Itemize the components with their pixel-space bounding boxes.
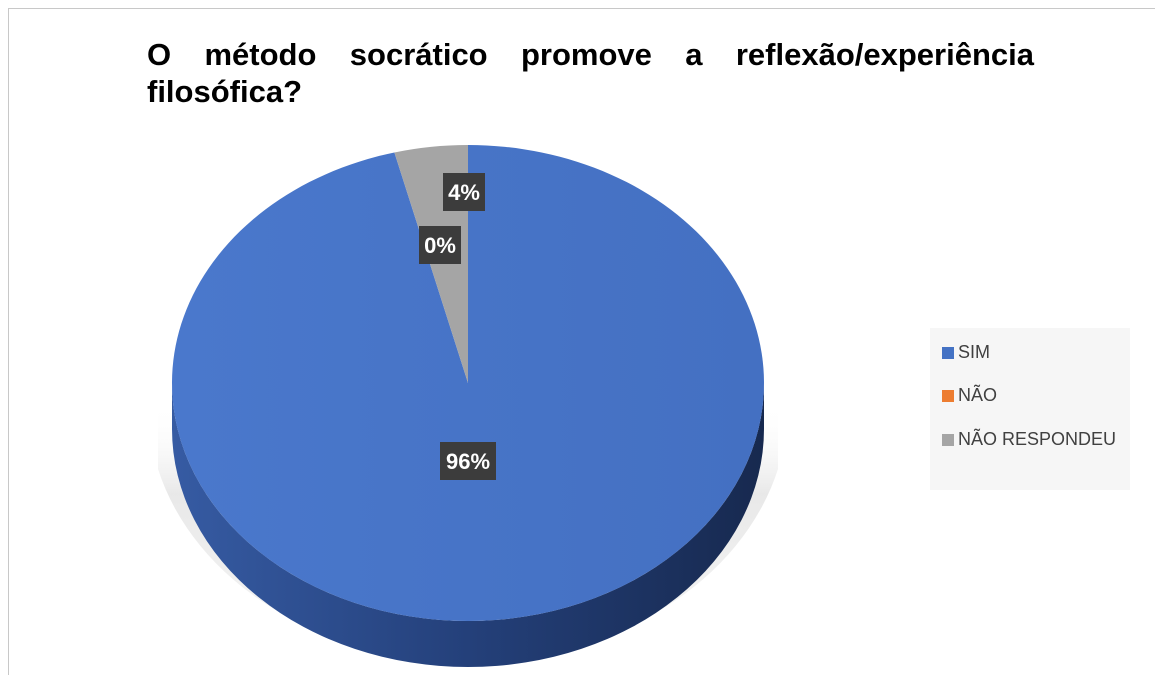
data-label-nao-respondeu-box — [443, 173, 485, 211]
data-label-nao-respondeu-text: 4% — [448, 180, 480, 205]
data-label-nao-text: 0% — [424, 233, 456, 258]
data-label-sim: 96% — [440, 442, 496, 480]
legend-swatch-nao — [942, 389, 954, 402]
data-label-sim-text: 96% — [446, 449, 490, 474]
chart-frame — [8, 8, 1155, 675]
pie-slice-side-sim — [172, 383, 764, 667]
legend-label-nao-respondeu: NÃO RESPONDEU — [958, 429, 1117, 449]
legend-item-sim: SIM — [942, 342, 990, 363]
legend-label-nao: NÃO — [958, 385, 998, 405]
legend-swatch-nao-respondeu — [942, 433, 954, 446]
data-label-nao-box — [419, 226, 461, 264]
legend: SIM NÃO NÃO RESPONDEU — [930, 328, 1130, 490]
pie-slice-sim — [171, 145, 765, 621]
legend-swatch-sim — [942, 346, 954, 359]
chart-title: O método socrático promove a reflexão/ex… — [147, 37, 1034, 109]
data-label-nao: 0% — [419, 226, 461, 264]
legend-item-nao: NÃO — [942, 385, 997, 406]
data-label-sim-box — [440, 442, 496, 480]
legend-label-sim: SIM — [958, 342, 991, 362]
legend-item-nao-respondeu: NÃO RESPONDEU — [942, 429, 1116, 450]
data-label-nao-respondeu: 4% — [443, 173, 485, 211]
